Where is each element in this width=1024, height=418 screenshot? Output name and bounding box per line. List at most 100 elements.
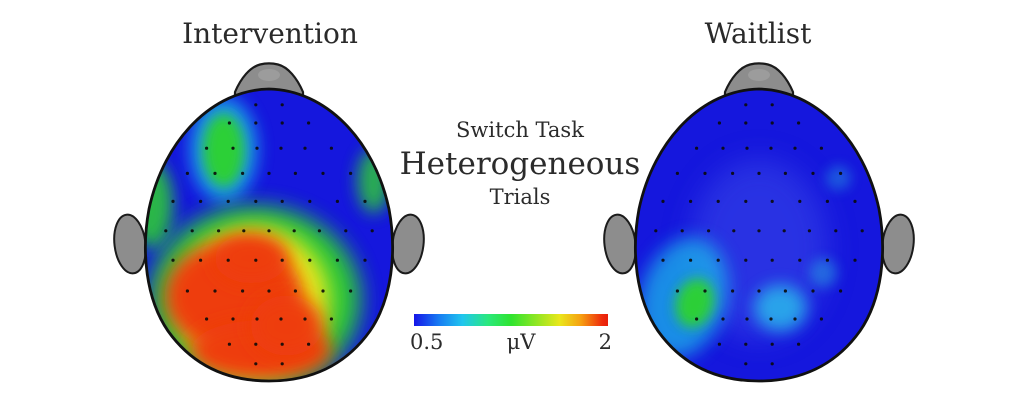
electrode-dot	[782, 229, 786, 233]
electrode-dot	[363, 199, 367, 203]
electrode-dot	[703, 171, 707, 175]
electrode-dot	[254, 121, 258, 125]
electrode-dot	[321, 171, 325, 175]
electrode-dot	[757, 171, 761, 175]
blob-frontal-left-core	[202, 113, 245, 187]
electrode-dot	[770, 258, 774, 262]
electrode-dot	[307, 342, 311, 346]
electrode-dot	[307, 121, 311, 125]
electrode-dot	[199, 258, 203, 262]
electrode-dot	[689, 199, 693, 203]
electrode-dot	[654, 229, 658, 233]
electrode-dot	[716, 258, 720, 262]
electrode-dot	[267, 171, 271, 175]
electrode-dot	[241, 289, 245, 293]
electrode-dot	[242, 229, 246, 233]
annotation-line-trials: Trials	[489, 185, 551, 209]
electrode-dot	[227, 342, 231, 346]
electrode-dot	[798, 258, 802, 262]
electrode-dot	[217, 229, 221, 233]
electrode-dot	[254, 362, 258, 366]
electrode-dot	[745, 146, 749, 150]
nose-highlight	[258, 69, 280, 81]
activation-layer-intervention	[145, 97, 390, 381]
electrode-dot	[770, 121, 774, 125]
electrode-dot	[292, 229, 296, 233]
colorbar-max-label: 2	[598, 330, 612, 354]
electrode-dot	[744, 362, 748, 366]
electrode-dot	[363, 258, 367, 262]
blob-central-red-3	[214, 233, 288, 284]
nose-highlight	[748, 69, 770, 81]
colorbar-unit-label: μV	[506, 330, 536, 354]
electrode-dot	[744, 258, 748, 262]
electrode-dot	[745, 317, 749, 321]
electrode-dot	[254, 199, 258, 203]
electrode-dot	[335, 258, 339, 262]
electrode-dot	[675, 171, 680, 175]
electrode-dot	[770, 362, 774, 366]
head-outline-waitlist	[634, 87, 884, 383]
electrode-dot	[807, 229, 812, 233]
electrode-dot	[226, 199, 230, 203]
electrode-dot	[255, 146, 259, 150]
electrode-dot	[279, 146, 283, 150]
electrode-dot	[769, 317, 773, 321]
electrode-dot	[280, 362, 284, 366]
electrode-dot	[280, 199, 284, 203]
left-ear-icon	[603, 213, 637, 275]
blob-right-central-faint-cyan	[809, 258, 838, 288]
electrode-dot	[717, 121, 722, 125]
electrode-dot	[770, 342, 774, 346]
electrode-dot	[770, 103, 774, 107]
electrode-dot	[819, 146, 824, 150]
electrode-dot	[839, 171, 843, 175]
blob-right-parietal-red-4	[250, 295, 323, 356]
electrode-dot	[303, 146, 307, 150]
electrode-dot	[839, 289, 843, 293]
center-annotation: Switch Task Heterogeneous Trials	[398, 118, 642, 210]
electrode-dot	[721, 146, 725, 150]
electrode-dot	[185, 171, 189, 175]
electrode-dot	[335, 199, 339, 203]
blob-right-frontal-faint-cyan	[825, 165, 851, 191]
electrode-dot	[675, 289, 680, 293]
electrode-dot	[349, 171, 353, 175]
electrode-dot	[744, 199, 748, 203]
electrode-dot	[205, 317, 209, 321]
electrode-dot	[811, 289, 815, 293]
electrode-dot	[190, 229, 194, 233]
electrode-dot	[205, 146, 209, 150]
electrode-dot	[231, 146, 235, 150]
electrode-dot	[213, 289, 217, 293]
right-ear-icon	[881, 213, 915, 275]
electrode-dot	[267, 229, 271, 233]
electrode-dot	[770, 199, 774, 203]
colorbar	[414, 314, 608, 326]
electrode-dot	[825, 199, 830, 203]
colorbar-min-label: 0.5	[410, 330, 444, 354]
electrode-dot	[732, 229, 736, 233]
electrode-dot	[241, 171, 245, 175]
electrode-dot	[744, 103, 748, 107]
electrode-dot	[308, 258, 312, 262]
electrode-dot	[721, 317, 725, 321]
blob-left-temporal-green	[145, 160, 174, 249]
electrode-dot	[349, 289, 353, 293]
electrode-dot	[255, 317, 259, 321]
electrode-dot	[280, 342, 284, 346]
electrode-dot	[164, 229, 168, 233]
electrode-dot	[757, 289, 761, 293]
electrode-dot	[661, 199, 665, 203]
electrode-dot	[769, 146, 773, 150]
electrode-dot	[661, 258, 665, 262]
electrode-dot	[744, 121, 748, 125]
right-ear-icon	[391, 213, 425, 275]
electrode-dot	[680, 229, 684, 233]
electrode-dot	[171, 199, 175, 203]
electrode-dot	[185, 289, 189, 293]
topomap-intervention	[113, 62, 425, 383]
electrode-dot	[798, 199, 802, 203]
electrode-dot	[825, 258, 830, 262]
electrode-dot	[703, 289, 707, 293]
